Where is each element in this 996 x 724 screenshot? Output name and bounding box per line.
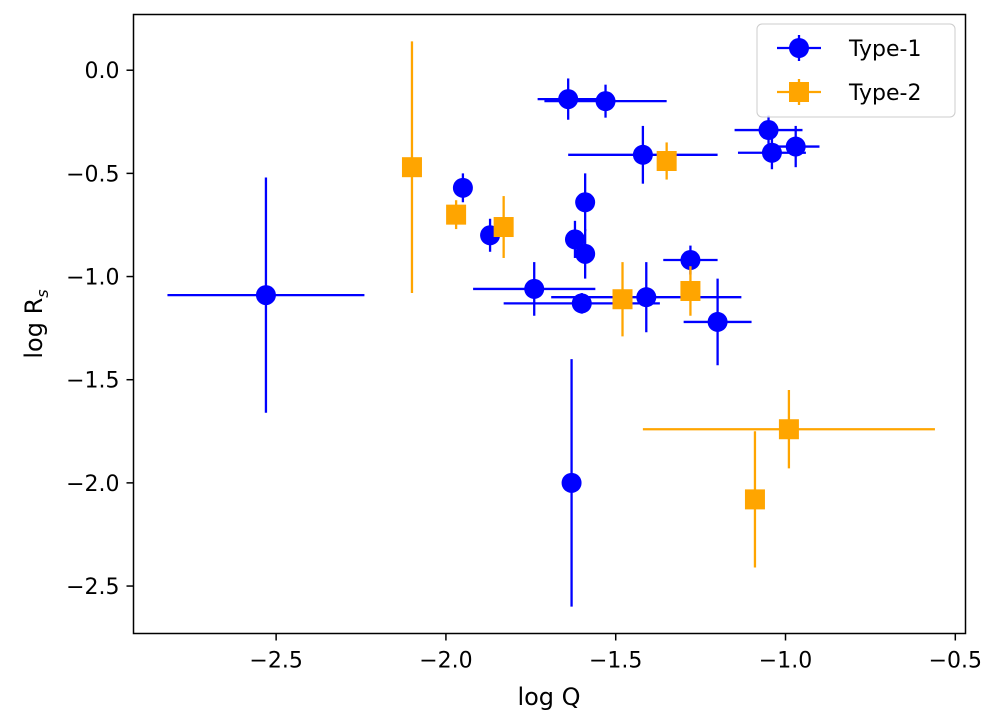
data-point (758, 120, 779, 141)
data-point (656, 150, 677, 171)
data-point (401, 157, 422, 178)
x-tick-label: −1.5 (589, 649, 642, 674)
data-point (255, 285, 276, 306)
legend-marker (789, 82, 809, 102)
y-tick-label: −2.5 (66, 575, 119, 600)
legend-label: Type-1 (848, 37, 921, 62)
x-tick-label: −1.0 (759, 649, 812, 674)
data-point (632, 144, 653, 165)
data-point (744, 489, 765, 510)
data-point (561, 472, 582, 493)
data-point (680, 250, 701, 271)
y-axis-label-main: log R (20, 298, 48, 359)
data-point (524, 278, 545, 299)
x-tick-label: −0.5 (929, 649, 982, 674)
x-tick-label: −2.5 (249, 649, 302, 674)
data-layer (167, 41, 935, 607)
data-point (493, 217, 514, 238)
legend: Type-1 Type-2 (756, 23, 956, 118)
series-type-2 (401, 41, 935, 568)
data-point (707, 311, 728, 332)
y-axis-label-subscript: s (33, 289, 52, 297)
ticks-layer: −2.5 −2.0 −1.5 −1.0 −0.5 0.0 −0.5 −1.0 −1.5 −2.0 −… (66, 59, 982, 673)
y-axis-label: log Rs (20, 289, 52, 358)
data-point (636, 287, 657, 308)
legend-entry-type-1: Type-1 (777, 35, 921, 62)
axes-frame (132, 13, 967, 635)
data-point (558, 89, 579, 110)
y-tick-label: −1.0 (66, 266, 119, 291)
data-point (575, 192, 596, 213)
y-tick-label: 0.0 (85, 59, 120, 84)
data-point (761, 142, 782, 163)
data-point (575, 243, 596, 264)
data-point (452, 177, 473, 198)
data-point (778, 419, 799, 440)
data-point (446, 204, 467, 225)
y-tick-label: −0.5 (66, 162, 119, 187)
legend-marker (789, 38, 809, 58)
data-point (680, 280, 701, 301)
y-tick-label: −2.0 (66, 472, 119, 497)
legend-label: Type-2 (848, 81, 921, 106)
data-point (785, 136, 806, 157)
data-point (595, 91, 616, 112)
legend-entry-type-2: Type-2 (777, 79, 921, 106)
x-axis-label: log Q (517, 683, 580, 711)
data-point (612, 289, 633, 310)
y-tick-label: −1.5 (66, 369, 119, 394)
data-point (564, 229, 585, 250)
data-point (571, 293, 592, 314)
x-tick-label: −2.0 (419, 649, 472, 674)
